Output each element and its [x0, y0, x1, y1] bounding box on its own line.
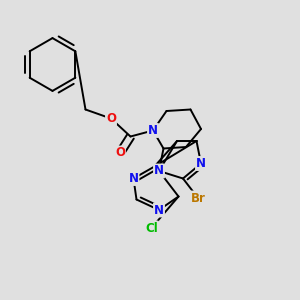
- Text: N: N: [128, 172, 139, 185]
- Text: N: N: [154, 164, 164, 178]
- Text: O: O: [106, 112, 116, 125]
- Text: Br: Br: [190, 191, 206, 205]
- Text: O: O: [115, 146, 125, 160]
- Text: N: N: [154, 203, 164, 217]
- Text: N: N: [196, 157, 206, 170]
- Text: N: N: [148, 124, 158, 137]
- Text: Cl: Cl: [145, 221, 158, 235]
